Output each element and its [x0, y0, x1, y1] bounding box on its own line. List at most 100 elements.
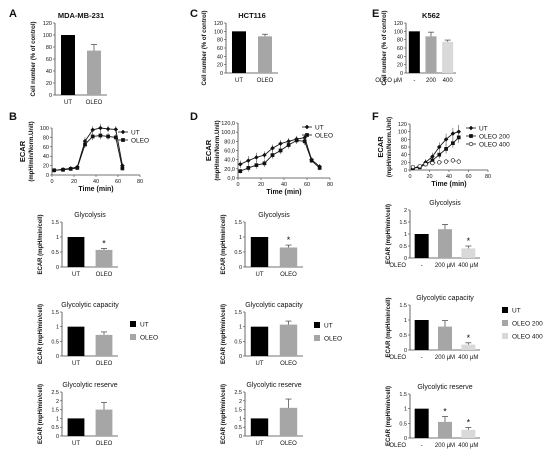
data-point: [254, 155, 259, 160]
y-tick-label: 100: [394, 29, 403, 35]
y-tick-label: 60: [397, 46, 403, 52]
legend-label: OLEO: [131, 138, 149, 145]
x-axis-prefix: OLEO μM: [375, 78, 402, 84]
x-axis-label: Time (min): [266, 189, 301, 196]
data-point: [437, 152, 442, 157]
legend-swatch: [314, 335, 320, 341]
y-axis-label: (mpH/min/Norm.Unit): [215, 120, 221, 180]
significance-star: *: [467, 417, 471, 427]
y-axis-label: ECAR (mpH/min/cell): [386, 204, 392, 264]
legend-label: OLEO 200: [512, 321, 543, 328]
x-tick-label: OLEO: [96, 441, 113, 447]
y-axis-label: Cell number (% of control): [31, 21, 37, 96]
y-tick-label: 1: [239, 416, 242, 422]
chart-F-res: 0 0.5 1 1.5 Glycolytic reserve ECAR (mpH/min/…: [386, 384, 480, 449]
significance-star: *: [467, 333, 471, 343]
y-axis-label: ECAR: [18, 140, 27, 162]
data-point: [302, 139, 307, 144]
y-tick-label: 120: [394, 21, 403, 27]
y-tick-label: 0.5: [234, 339, 242, 345]
y-tick-label: 0: [404, 256, 407, 262]
y-tick-label: 2.5: [234, 390, 242, 396]
legend-label: OLEO 400: [512, 334, 543, 341]
x-tick-label: OLEO: [280, 361, 297, 367]
bar-UT: [61, 35, 75, 95]
chart-title: Glycolytic capacity: [61, 302, 119, 309]
bar-UT: [250, 237, 269, 267]
y-tick-label: 1.5: [399, 392, 407, 398]
bar-UT: [250, 326, 269, 356]
x-tick-label: UT: [235, 78, 243, 84]
y-tick-label: 40: [217, 54, 223, 60]
y-axis-label: ECAR (mpH/min/cell): [221, 384, 227, 444]
data-point: [468, 125, 474, 131]
y-tick-label: 1: [404, 407, 407, 413]
data-point: [309, 158, 314, 163]
y-tick-label: 20: [401, 160, 407, 166]
chart-A-cell: 0 20 40 60 80 100 120 MDA-MB-231 Cell number (% …: [31, 11, 107, 106]
x-axis-prefix: OLEO: [389, 443, 406, 449]
y-tick-label: 1.5: [51, 310, 59, 316]
y-axis-label: ECAR: [204, 139, 213, 161]
y-tick-label: 1: [404, 318, 407, 324]
y-tick-label: 0,0: [227, 176, 235, 182]
data-point: [90, 127, 96, 133]
chart-D-res: 0 0.5 1 1.5 2 2.5 Glycolytic reserve ECAR (mpH/…: [221, 382, 303, 447]
x-tick-label: OLEO: [280, 272, 297, 278]
y-axis-label: Cell number (% of control): [382, 10, 388, 85]
bar-UT: [232, 31, 246, 73]
y-tick-label: 60: [401, 145, 407, 151]
y-tick-label: 2: [56, 399, 59, 405]
y-axis-label: ECAR: [376, 136, 385, 158]
y-tick-label: 60,0: [224, 149, 235, 155]
x-tick-label: 200 μM: [435, 263, 455, 269]
x-tick-label: 60: [465, 174, 471, 180]
x-tick-label: 20: [71, 179, 77, 185]
data-point: [270, 153, 275, 157]
bar-200: [425, 36, 437, 73]
x-tick-label: UT: [256, 272, 264, 278]
x-tick-label: 400 μM: [458, 355, 478, 361]
y-tick-label: 0: [400, 71, 403, 77]
y-axis-label: ECAR (mpH/min/cell): [38, 384, 44, 444]
y-tick-label: 100: [398, 130, 407, 136]
legend-label: OLEO: [140, 335, 158, 342]
y-tick-label: 0: [49, 93, 52, 99]
legend-label: UT: [324, 323, 333, 330]
x-tick-label: 40: [93, 179, 99, 185]
panel-label: B: [9, 111, 17, 123]
legend-label: UT: [315, 125, 324, 132]
chart-title: HCT116: [238, 11, 266, 20]
panel-label: E: [372, 8, 379, 20]
chart-title: Glycolysis: [74, 212, 106, 219]
x-tick-label: 400: [443, 78, 454, 84]
x-tick-label: 20: [426, 174, 432, 180]
data-point: [278, 148, 283, 153]
bar-OLEO: [279, 324, 298, 356]
legend-label: UT: [131, 130, 140, 137]
data-point: [83, 142, 87, 147]
y-tick-label: 100,0: [221, 130, 235, 136]
y-tick-label: 80: [43, 135, 49, 141]
chart-B-gly: 0 0.5 1 1.5 Glycolysis ECAR (mpH/min/cell) UT *…: [38, 212, 118, 278]
y-tick-label: 0: [239, 434, 242, 440]
x-tick-label: UT: [64, 100, 72, 106]
data-point: [468, 141, 474, 147]
y-tick-label: 0.5: [51, 339, 59, 345]
chart-F-gly: 0 0.5 1 1.5 2 Glycolysis ECAR (mpH/min/cell) - 2…: [386, 200, 480, 269]
chart-title: Glycolytic reserve: [62, 382, 117, 389]
bar-400 μM: [461, 248, 476, 258]
data-point: [451, 141, 455, 146]
data-point: [444, 147, 448, 151]
x-tick-label: 400 μM: [458, 443, 478, 449]
y-tick-label: 0: [239, 354, 242, 360]
data-point: [456, 159, 461, 164]
y-axis-label: Cell number (% of control): [202, 10, 208, 85]
legend-swatch: [130, 321, 136, 327]
data-point: [278, 141, 283, 146]
y-tick-label: 40,0: [224, 158, 235, 164]
data-point: [98, 125, 103, 131]
data-point: [237, 161, 243, 167]
